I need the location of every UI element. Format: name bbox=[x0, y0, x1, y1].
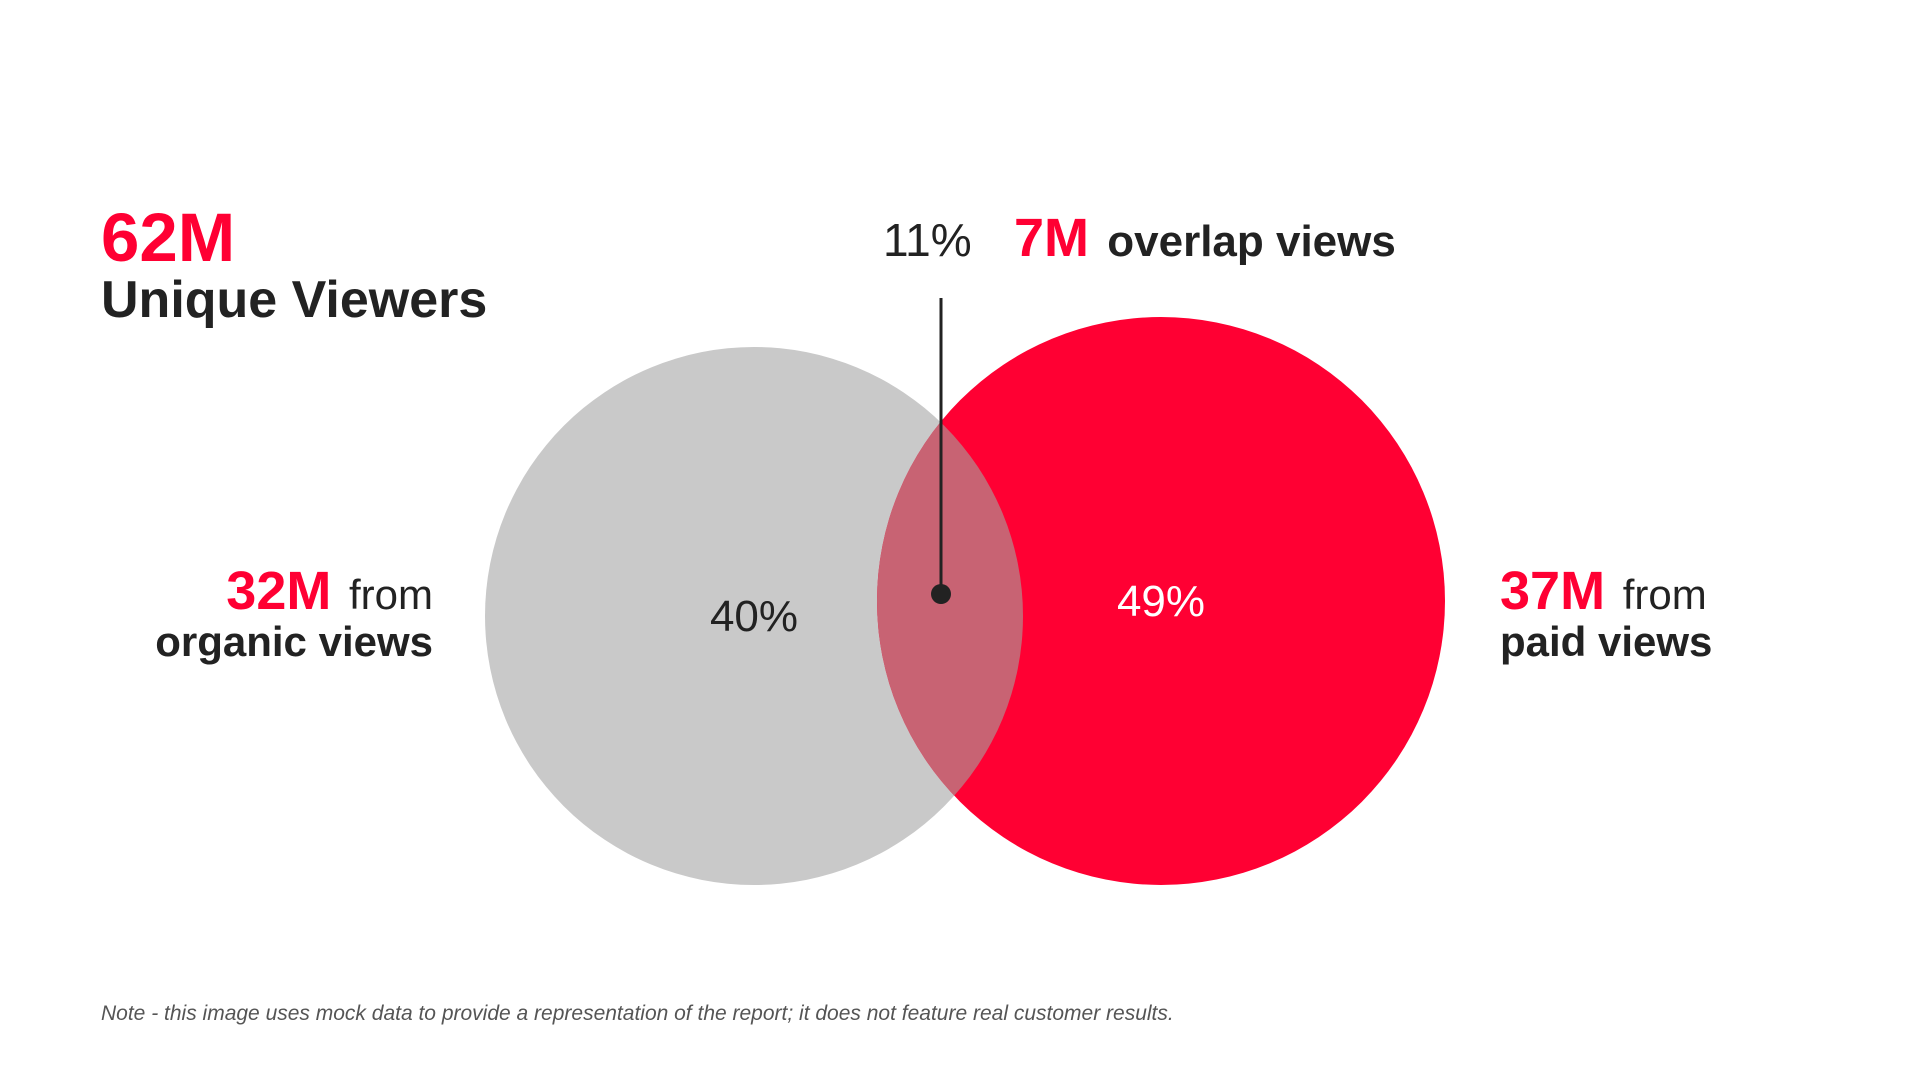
paid-percent: 49% bbox=[1117, 577, 1205, 626]
paid-value: 37M bbox=[1500, 561, 1605, 621]
paid-suffix: from bbox=[1623, 571, 1707, 618]
headline-label: Unique Viewers bbox=[101, 271, 487, 329]
paid-label: paid views bbox=[1500, 618, 1712, 665]
footnote: Note - this image uses mock data to prov… bbox=[101, 1002, 1174, 1025]
paid-caption: 37M from bbox=[1500, 561, 1707, 621]
organic-circle bbox=[485, 347, 1023, 885]
overlap-label: overlap views bbox=[1107, 217, 1396, 266]
overlap-value: 7M bbox=[1014, 208, 1089, 268]
organic-percent: 40% bbox=[710, 592, 798, 641]
paid-circle bbox=[877, 317, 1445, 885]
overlap-caption: 7M overlap views bbox=[1014, 208, 1396, 268]
organic-label: organic views bbox=[155, 618, 433, 665]
organic-value: 32M bbox=[226, 561, 331, 621]
organic-suffix: from bbox=[349, 571, 433, 618]
headline-value: 62M bbox=[101, 199, 235, 276]
overlap-dot bbox=[931, 584, 951, 604]
organic-caption: 32M from bbox=[226, 561, 433, 621]
overlap-percent: 11% bbox=[883, 214, 972, 266]
